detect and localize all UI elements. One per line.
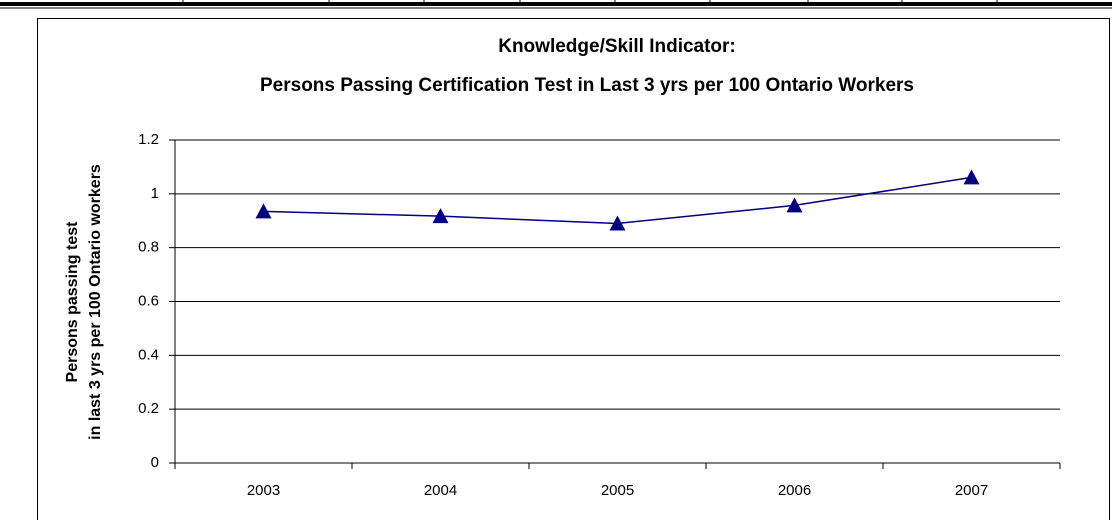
y-axis-label: Persons passing test bbox=[64, 221, 81, 383]
y-tick-label: 0.4 bbox=[138, 346, 159, 363]
y-tick-label: 1 bbox=[151, 185, 159, 202]
y-tick-label: 0.2 bbox=[138, 400, 159, 417]
marker bbox=[255, 203, 272, 219]
chart-title: Persons Passing Certification Test in La… bbox=[260, 75, 914, 96]
marker bbox=[432, 208, 449, 224]
x-tick-label: 2006 bbox=[778, 482, 811, 499]
x-tick-label: 2007 bbox=[955, 482, 988, 499]
x-tick-label: 2005 bbox=[601, 482, 634, 499]
marker bbox=[609, 215, 626, 231]
chart-frame bbox=[37, 18, 1110, 520]
y-tick-label: 0 bbox=[151, 454, 159, 471]
marker bbox=[786, 197, 803, 213]
x-tick-label: 2003 bbox=[247, 482, 280, 499]
x-tick-label: 2004 bbox=[424, 482, 457, 499]
marker bbox=[963, 169, 980, 185]
y-tick-label: 0.8 bbox=[138, 239, 159, 256]
table-dividers bbox=[182, 0, 998, 4]
y-tick-label: 0.6 bbox=[138, 292, 159, 309]
y-axis-label: in last 3 yrs per 100 Ontario workers bbox=[87, 164, 104, 440]
chart-title: Knowledge/Skill Indicator: bbox=[498, 36, 736, 57]
y-tick-label: 1.2 bbox=[138, 131, 159, 148]
